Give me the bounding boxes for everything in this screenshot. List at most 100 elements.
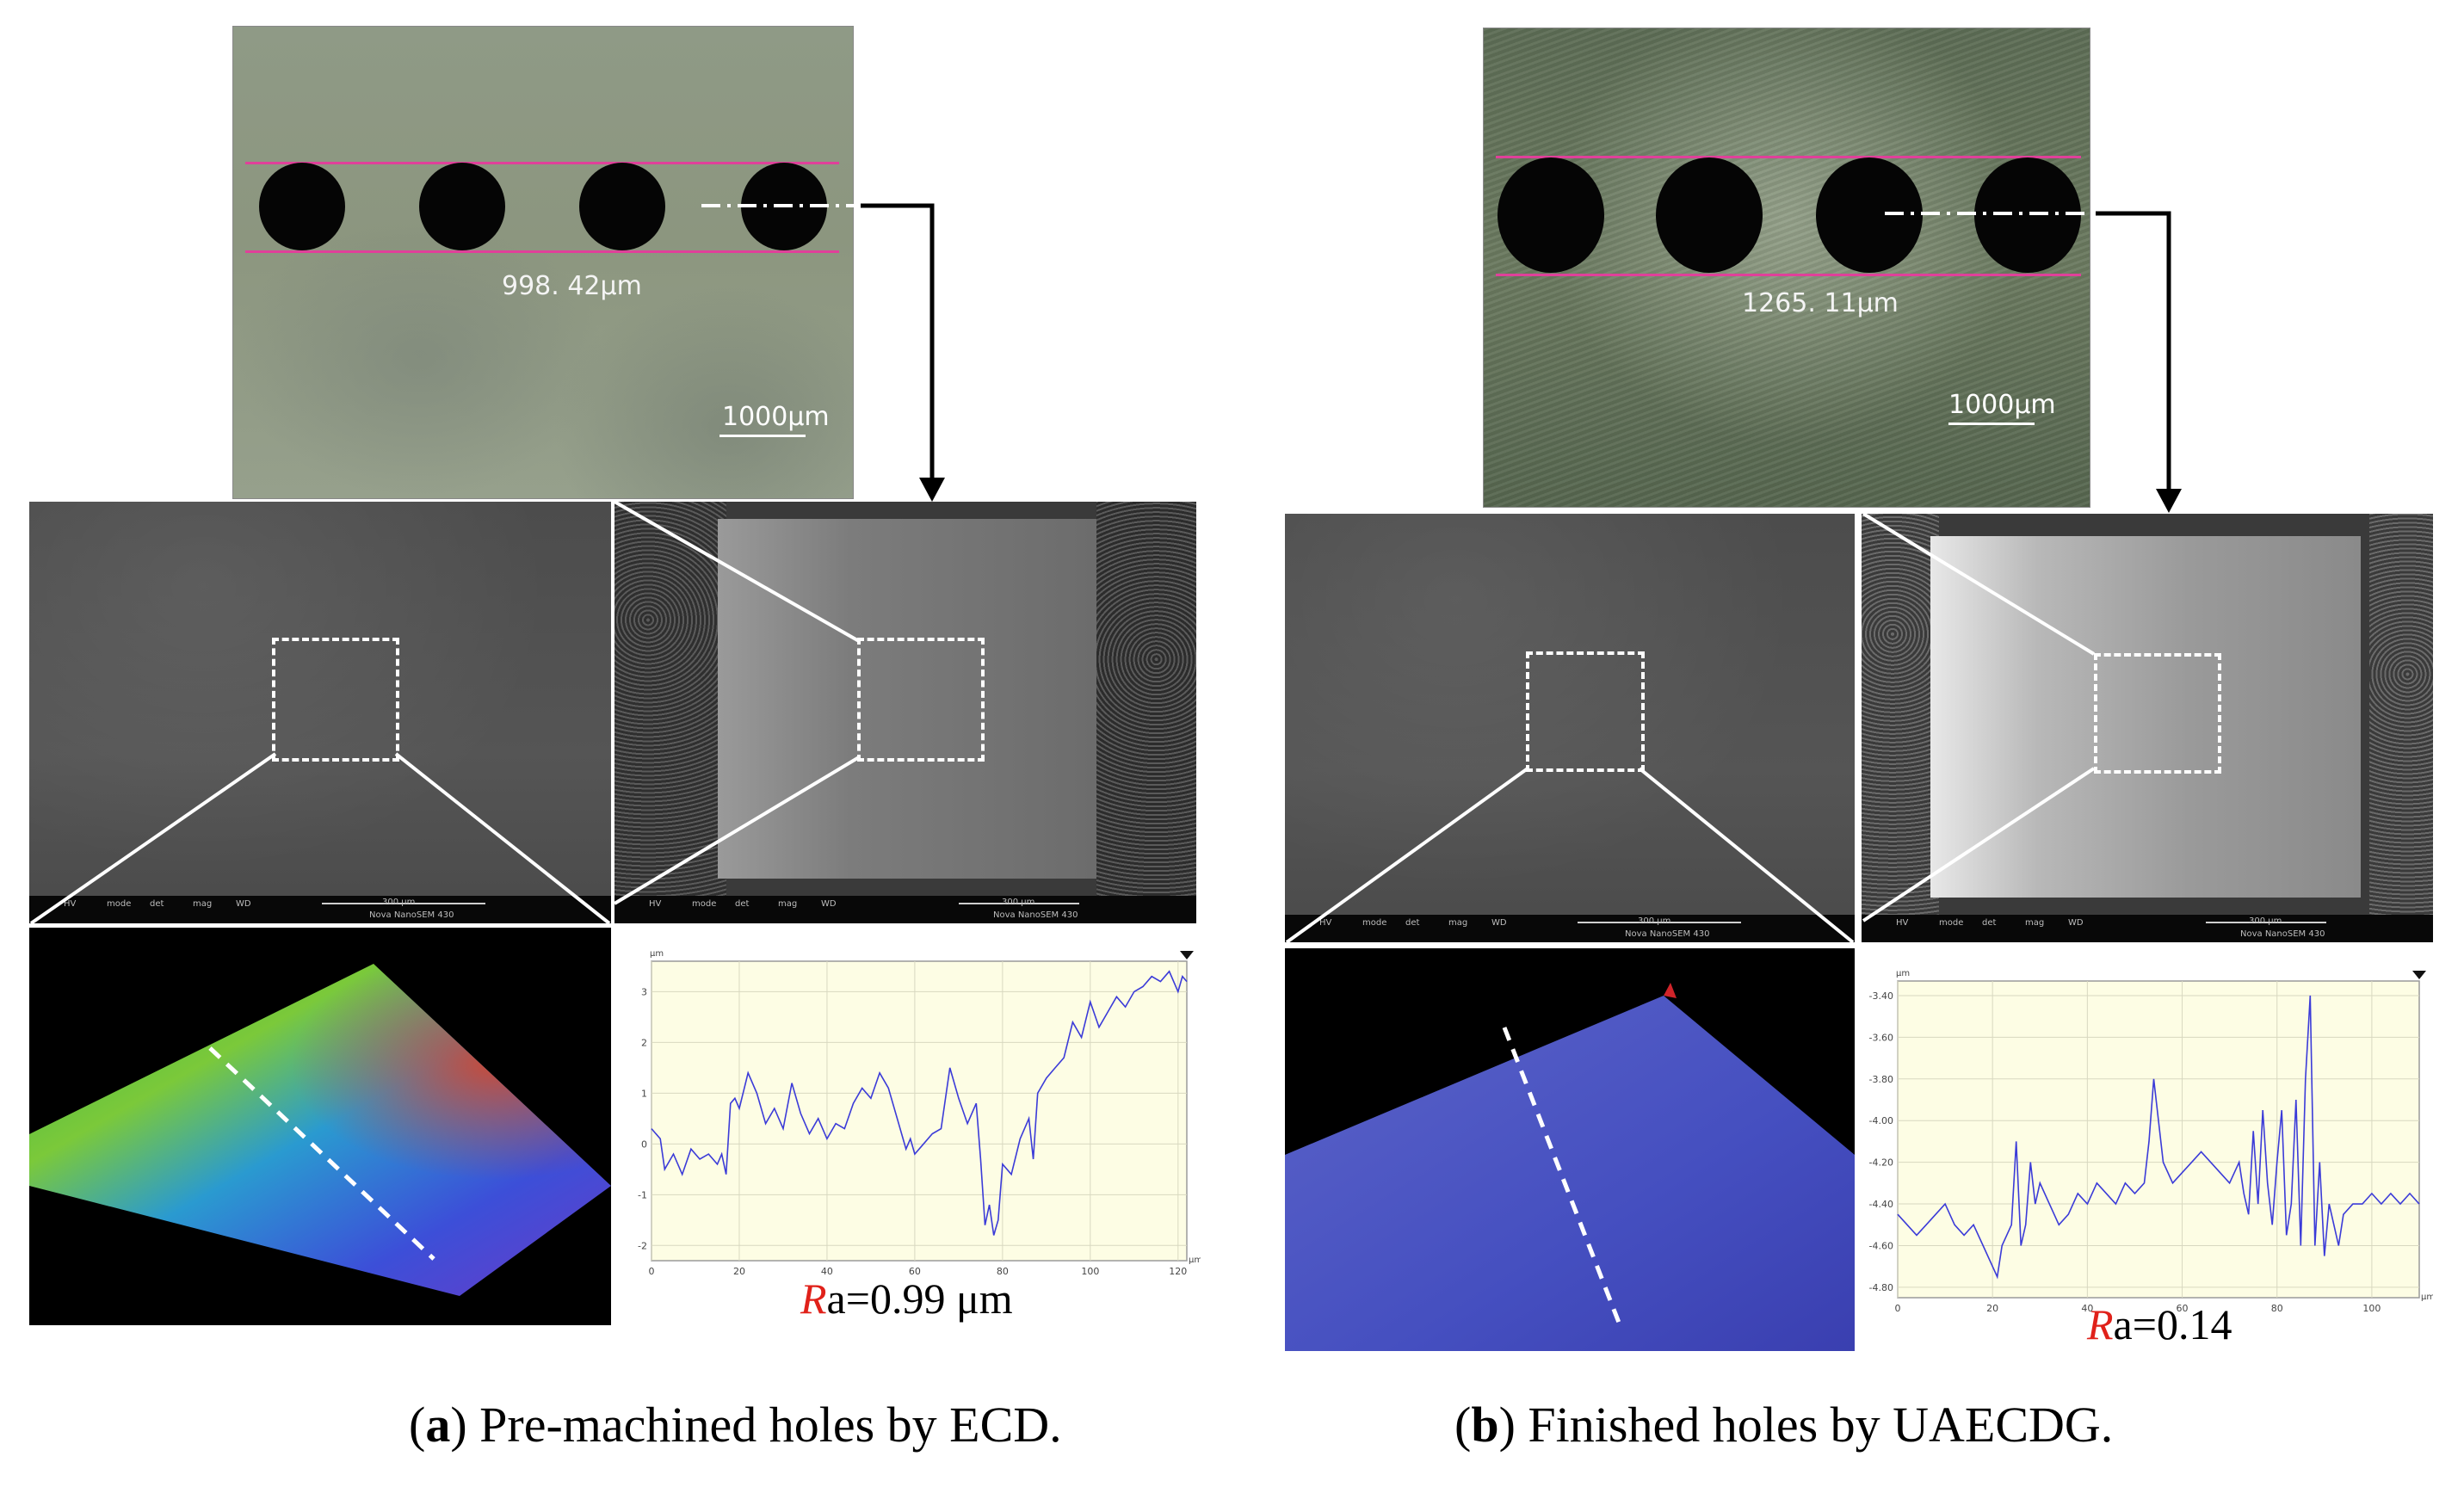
zoom-line-b-hole-bottom — [1862, 767, 2096, 922]
scale-bar — [1948, 423, 2035, 425]
databar-mode: mode — [1939, 918, 1964, 928]
profile-line — [651, 970, 1188, 1236]
hole-4 — [1974, 157, 2081, 273]
x-tick-label: 120 — [1169, 1266, 1187, 1277]
databar-wd: WD — [236, 899, 251, 909]
zoom-line-b-hole-top — [1862, 512, 2096, 656]
hole-row-bottom-line — [1496, 274, 2081, 276]
hole-2 — [1656, 157, 1763, 273]
databar-det: det — [1405, 918, 1420, 928]
arrow-head-b — [2156, 489, 2182, 513]
zoom-region-box — [2094, 653, 2221, 774]
databar-hv: HV — [649, 899, 662, 909]
x-tick-label: 80 — [2271, 1303, 2283, 1314]
hole-row-bottom-line — [245, 250, 839, 253]
profile-chart-a-svg: 0 20 40 60 80 100 120 3 2 1 0 -1 -2 µm µm — [638, 949, 1202, 1277]
hole-wall-left — [614, 502, 726, 896]
databar-mag: mag — [778, 899, 798, 909]
zoom-region-box — [1526, 651, 1645, 772]
caption-label: b — [1471, 1397, 1499, 1453]
optical-micrograph-b: 1265. 11μm 1000μm — [1483, 28, 2090, 508]
sem-image-a-surface: HV mode det mag WD 300 µm Nova NanoSEM 4… — [29, 502, 611, 923]
databar-hv: HV — [64, 899, 77, 909]
y-tick-label: -4.80 — [1869, 1282, 1893, 1293]
caption-b: (b) Finished holes by UAECDG. — [1454, 1397, 2114, 1453]
databar-wd: WD — [2068, 918, 2084, 928]
zoom-line-b-left — [1285, 767, 1529, 944]
databar-det: det — [1982, 918, 1997, 928]
databar-scale: 300 µm — [2249, 916, 2282, 926]
caption-a: (a) Pre-machined holes by ECD. — [409, 1397, 1062, 1453]
cursor-marker — [1180, 951, 1194, 959]
databar-wd: WD — [821, 899, 837, 909]
surface-3d-map-b — [1285, 948, 1855, 1351]
hole-wall-right — [1096, 502, 1196, 896]
databar-scale-bar — [1578, 922, 1741, 923]
y-tick-label: -1 — [638, 1189, 647, 1200]
hole-1 — [259, 163, 345, 250]
databar-hv: HV — [1319, 918, 1332, 928]
caption-text: Pre-machined holes by ECD. — [466, 1397, 1062, 1453]
databar-hv: HV — [1896, 918, 1909, 928]
hole-1 — [1498, 157, 1604, 273]
surface-spike — [1664, 983, 1677, 998]
hole-row-top-line — [1496, 156, 2081, 158]
arrow-connector-b — [2096, 211, 2171, 497]
hole-spacing-label: 998. 42μm — [502, 271, 642, 301]
databar-mode: mode — [107, 899, 132, 909]
x-tick-label: 80 — [997, 1266, 1009, 1277]
scale-bar-label: 1000μm — [1948, 390, 2056, 420]
databar-scale-bar — [959, 903, 1079, 904]
zoom-line-b-right — [1638, 767, 1855, 944]
y-tick-label: -4.20 — [1869, 1157, 1893, 1169]
surface-3d-map-a — [29, 928, 611, 1325]
sem-image-a-hole: HV mode det mag WD 300 µm Nova NanoSEM 4… — [614, 502, 1196, 923]
x-tick-label: 20 — [1986, 1303, 1998, 1314]
sem-image-b-hole: HV mode det mag WD 300 µm Nova NanoSEM 4… — [1862, 514, 2433, 942]
zoom-region-box — [857, 638, 985, 762]
arrow-head-a — [919, 478, 945, 502]
y-unit-label: µm — [1896, 969, 1910, 978]
surface-3d-map-a-svg — [29, 964, 611, 1296]
surface-peak-region — [29, 964, 611, 1296]
caption-text: Finished holes by UAECDG. — [1515, 1397, 2114, 1453]
surface-3d-map-b-svg — [1285, 983, 1855, 1351]
zoom-region-box — [272, 638, 399, 762]
databar-scale-bar — [322, 903, 485, 904]
profile-path-line — [208, 1046, 435, 1261]
x-tick-label: 40 — [2081, 1303, 2093, 1314]
x-unit-label: µm — [2421, 1293, 2433, 1302]
y-tick-label: -3.40 — [1869, 990, 1893, 1002]
zoom-line-a-hole-bottom — [613, 756, 861, 905]
sem-databar: HV mode det mag WD 300 µm Nova NanoSEM 4… — [1862, 915, 2433, 942]
plot-area — [651, 960, 1188, 1262]
ra-symbol: R — [800, 1274, 827, 1323]
databar-instrument: Nova NanoSEM 430 — [2240, 929, 2325, 939]
x-tick-label: 0 — [1895, 1303, 1901, 1314]
y-tick-label: -3.80 — [1869, 1074, 1893, 1085]
y-tick-label: -4.40 — [1869, 1199, 1893, 1210]
sem-databar: HV mode det mag WD 300 µm Nova NanoSEM 4… — [614, 896, 1196, 923]
databar-mag: mag — [1448, 918, 1468, 928]
hole-row-top-line — [245, 162, 839, 164]
profile-path-line — [1502, 1027, 1623, 1328]
databar-mode: mode — [692, 899, 717, 909]
sem-databar: HV mode det mag WD 300 µm Nova NanoSEM 4… — [1285, 915, 1855, 942]
hole-wall-left — [1862, 514, 1939, 915]
scale-bar-label: 1000μm — [722, 402, 830, 432]
plot-area — [1897, 980, 2420, 1299]
x-tick-label: 100 — [1081, 1266, 1099, 1277]
y-tick-label: -3.60 — [1869, 1032, 1893, 1043]
databar-det: det — [150, 899, 164, 909]
databar-instrument: Nova NanoSEM 430 — [993, 910, 1078, 920]
x-tick-label: 60 — [909, 1266, 921, 1277]
sem-databar: HV mode det mag WD 300 µm Nova NanoSEM 4… — [29, 896, 611, 923]
x-tick-label: 40 — [821, 1266, 833, 1277]
ra-text: a=0.14 — [2113, 1300, 2232, 1348]
hole-3 — [579, 163, 665, 250]
ra-symbol: R — [2087, 1300, 2114, 1348]
caption-label: a — [425, 1397, 451, 1453]
hole-wall-right — [2369, 514, 2433, 915]
databar-mode: mode — [1362, 918, 1387, 928]
